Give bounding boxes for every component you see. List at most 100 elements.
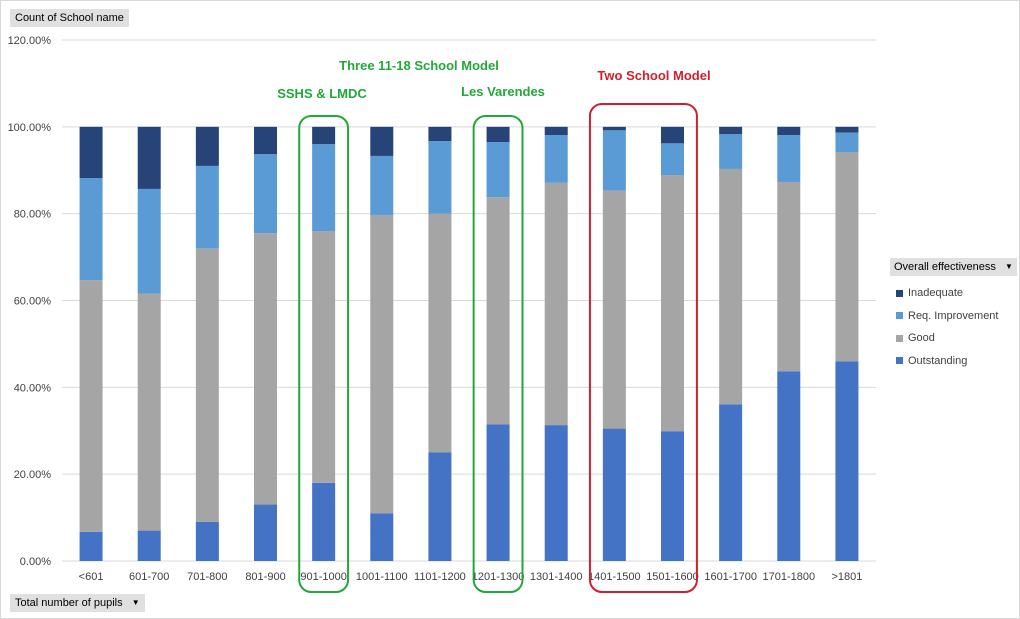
y-tick-label: 80.00% — [14, 209, 52, 221]
x-tick-label: 1101-1200 — [414, 571, 466, 583]
bar-segment — [254, 233, 277, 505]
annotation-label: Two School Model — [597, 68, 710, 83]
values-field-button[interactable]: Count of School name — [10, 9, 129, 27]
x-tick-label: 801-900 — [245, 571, 285, 583]
bar-segment — [312, 482, 336, 561]
bar-segment — [661, 126, 684, 144]
bar-segment — [79, 531, 103, 561]
legend-item: Inadequate — [896, 282, 1016, 305]
x-tick-label: 1501-1600 — [646, 571, 699, 583]
bar-segment — [137, 188, 161, 294]
bar-segment — [661, 175, 684, 432]
x-tick-label: 701-800 — [187, 571, 227, 583]
bar-segment — [195, 248, 219, 522]
bar-segment — [428, 141, 452, 214]
bar-segment — [835, 132, 859, 153]
y-tick-label: 120.00% — [8, 35, 52, 47]
bar-segment — [137, 530, 161, 561]
bar-segment — [312, 126, 336, 145]
bar-segment — [719, 168, 743, 405]
bar-segment — [195, 165, 219, 249]
legend-swatch — [896, 334, 903, 342]
bar-segment — [486, 126, 510, 143]
bar-segment — [137, 293, 161, 531]
bar-segment — [312, 144, 336, 232]
bar-segment — [777, 371, 801, 561]
x-tick-label: 1701-1800 — [762, 571, 815, 583]
bar-segment — [719, 134, 743, 169]
bar-segment — [661, 143, 684, 176]
bar-segment — [602, 130, 626, 191]
annotation-label: SSHS & LMDC — [277, 86, 367, 101]
legend-swatch — [896, 289, 903, 297]
axis-field-button[interactable]: Total number of pupils ▼ — [10, 594, 145, 613]
bar-segment — [777, 126, 801, 136]
bar-segment — [719, 126, 743, 135]
bar-segment — [486, 197, 510, 425]
bar-segment — [370, 155, 394, 215]
legend-label: Req. Improvement — [908, 309, 999, 322]
bar-segment — [661, 431, 684, 561]
chevron-down-icon[interactable]: ▼ — [1004, 262, 1013, 272]
legend-label: Inadequate — [908, 287, 964, 300]
y-tick-label: 40.00% — [14, 382, 52, 394]
bar-segment — [370, 513, 394, 561]
bar-segment — [370, 126, 394, 156]
bar-segment — [486, 424, 510, 561]
bar-segment — [428, 213, 452, 453]
bar-segment — [544, 425, 568, 561]
bar-segment — [79, 178, 103, 281]
bar-segment — [195, 126, 219, 166]
bar-segment — [370, 214, 394, 514]
highlight-box — [588, 103, 698, 593]
bar-segment — [544, 135, 568, 183]
x-tick-label: 1401-1500 — [588, 571, 641, 583]
y-tick-label: 20.00% — [14, 469, 52, 481]
bar-segment — [544, 126, 568, 136]
legend-item: Outstanding — [896, 350, 1016, 373]
x-tick-label: 1301-1400 — [530, 571, 583, 583]
x-tick-label: 1001-1100 — [356, 571, 408, 583]
axis-field-label: Total number of pupils — [15, 597, 123, 609]
x-tick-label: 1601-1700 — [704, 571, 757, 583]
bar-segment — [777, 181, 801, 372]
chevron-down-icon[interactable]: ▼ — [131, 598, 140, 608]
annotation-label: Les Varendes — [461, 84, 545, 99]
x-tick-label: >1801 — [831, 571, 862, 583]
bar-segment — [254, 126, 277, 155]
legend-label: Good — [908, 332, 935, 345]
bar-segment — [254, 504, 277, 561]
bar-segment — [137, 126, 161, 189]
bar-segment — [195, 521, 219, 561]
bar-segment — [79, 126, 103, 179]
y-tick-label: 60.00% — [14, 296, 52, 308]
highlight-box — [472, 115, 524, 593]
bar-segment — [544, 182, 568, 426]
x-tick-label: 1201-1300 — [472, 571, 525, 583]
bar-segment — [428, 452, 452, 561]
x-tick-label: <601 — [79, 571, 104, 583]
bar-segment — [486, 142, 510, 198]
bar-segment — [602, 428, 626, 561]
legend-label: Outstanding — [908, 354, 968, 367]
x-tick-label: 601-700 — [129, 571, 169, 583]
legend: Overall effectiveness ▼ Inadequate Req. I… — [890, 257, 1017, 373]
values-field-label: Count of School name — [15, 12, 124, 24]
bar-segment — [312, 231, 336, 483]
y-tick-label: 0.00% — [20, 556, 51, 568]
legend-swatch — [896, 357, 903, 365]
legend-field-button[interactable]: Overall effectiveness ▼ — [890, 258, 1017, 277]
bar-segment — [602, 126, 626, 131]
y-tick-label: 100.00% — [8, 122, 52, 134]
bar-segment — [835, 126, 859, 133]
bar-segment — [428, 126, 452, 142]
bar-segment — [602, 190, 626, 429]
x-tick-label: 901-1000 — [300, 571, 347, 583]
bar-segment — [79, 280, 103, 532]
bar-segment — [254, 154, 277, 234]
legend-swatch — [896, 312, 903, 320]
bar-segment — [835, 361, 859, 561]
bar-segment — [835, 152, 859, 362]
legend-item: Good — [896, 327, 1016, 350]
